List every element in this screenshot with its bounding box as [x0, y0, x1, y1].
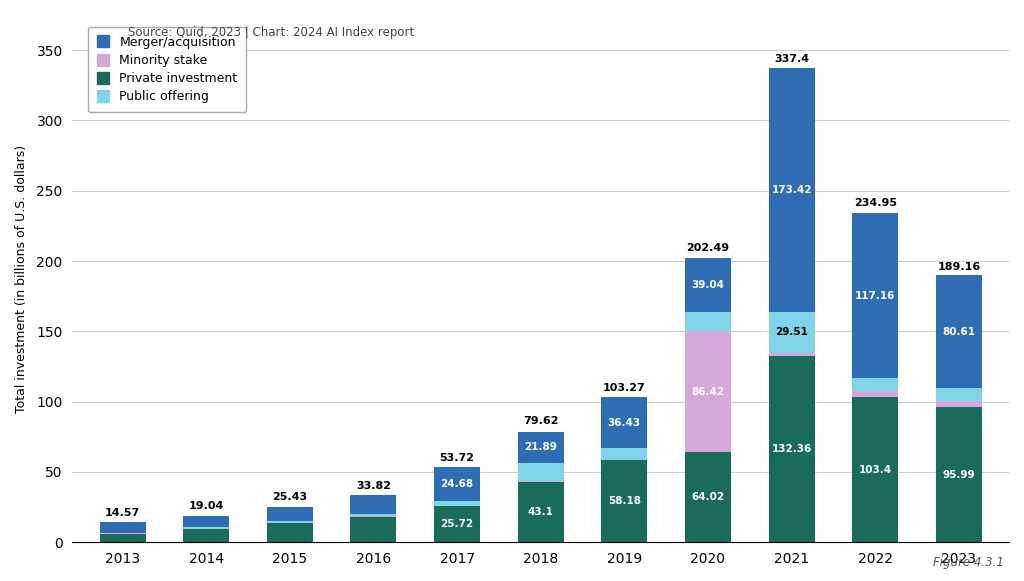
Text: 19.04: 19.04: [188, 501, 224, 511]
Text: 21.89: 21.89: [524, 442, 557, 452]
Bar: [518, 482, 563, 542]
Text: 189.16: 189.16: [937, 262, 980, 272]
Text: 64.02: 64.02: [691, 492, 725, 502]
Bar: [350, 514, 396, 516]
Text: 79.62: 79.62: [523, 416, 558, 426]
Bar: [601, 460, 647, 461]
Bar: [350, 495, 396, 514]
Text: 95.99: 95.99: [942, 470, 975, 480]
Bar: [936, 275, 982, 388]
Bar: [267, 523, 313, 542]
Bar: [99, 522, 145, 533]
Bar: [685, 452, 731, 542]
Bar: [434, 467, 480, 501]
Bar: [518, 462, 563, 481]
Text: Figure 4.3.1: Figure 4.3.1: [933, 557, 1004, 569]
Bar: [852, 391, 898, 397]
Text: 86.42: 86.42: [691, 386, 725, 396]
Bar: [852, 213, 898, 378]
Bar: [434, 501, 480, 505]
Text: 202.49: 202.49: [686, 243, 729, 253]
Bar: [769, 312, 814, 353]
Text: 53.72: 53.72: [439, 453, 474, 462]
Text: 234.95: 234.95: [854, 198, 897, 207]
Text: 103.27: 103.27: [603, 383, 646, 393]
Bar: [350, 517, 396, 542]
Bar: [183, 515, 229, 527]
Text: Source: Quid, 2023 | Chart: 2024 AI Index report: Source: Quid, 2023 | Chart: 2024 AI Inde…: [128, 26, 415, 39]
Bar: [936, 407, 982, 542]
Bar: [685, 313, 731, 331]
Bar: [852, 378, 898, 391]
Bar: [601, 461, 647, 542]
Bar: [518, 432, 563, 462]
Text: 39.04: 39.04: [691, 280, 724, 290]
Text: 337.4: 337.4: [774, 53, 809, 64]
Bar: [685, 257, 731, 313]
Text: 24.68: 24.68: [440, 479, 474, 489]
Bar: [769, 353, 814, 356]
Bar: [267, 521, 313, 523]
Text: 36.43: 36.43: [608, 418, 641, 428]
Bar: [601, 397, 647, 449]
Bar: [852, 397, 898, 542]
Bar: [685, 331, 731, 452]
Text: 25.72: 25.72: [440, 519, 474, 529]
Bar: [769, 356, 814, 542]
Bar: [267, 507, 313, 521]
Bar: [601, 449, 647, 460]
Text: 58.18: 58.18: [608, 496, 641, 507]
Text: 29.51: 29.51: [775, 328, 808, 338]
Text: 117.16: 117.16: [855, 290, 895, 301]
Text: 80.61: 80.61: [942, 327, 975, 336]
Bar: [99, 534, 145, 542]
Bar: [350, 516, 396, 517]
Text: 14.57: 14.57: [105, 508, 140, 518]
Bar: [183, 527, 229, 529]
Bar: [769, 68, 814, 312]
Bar: [434, 506, 480, 542]
Text: 173.42: 173.42: [771, 185, 812, 195]
Text: 25.43: 25.43: [272, 492, 307, 503]
Text: 132.36: 132.36: [771, 444, 812, 454]
Bar: [183, 529, 229, 542]
Legend: Merger/acquisition, Minority stake, Private investment, Public offering: Merger/acquisition, Minority stake, Priv…: [88, 27, 246, 112]
Text: 43.1: 43.1: [527, 507, 554, 517]
Text: 33.82: 33.82: [356, 480, 391, 490]
Text: 103.4: 103.4: [859, 465, 892, 475]
Bar: [936, 401, 982, 407]
Bar: [518, 481, 563, 482]
Bar: [936, 388, 982, 401]
Bar: [99, 533, 145, 534]
Y-axis label: Total investment (in billions of U.S. dollars): Total investment (in billions of U.S. do…: [15, 145, 28, 413]
